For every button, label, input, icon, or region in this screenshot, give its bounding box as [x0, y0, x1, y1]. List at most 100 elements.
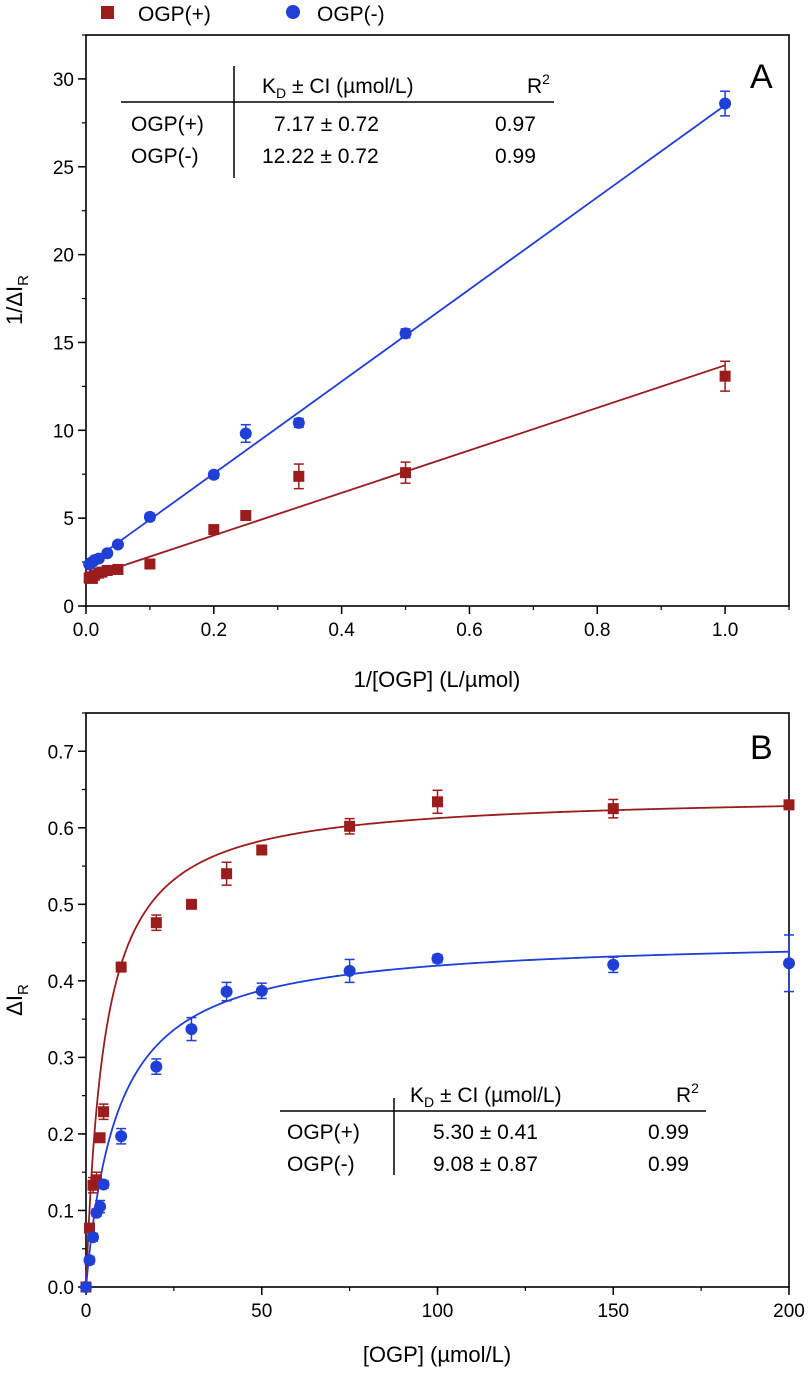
panel-b-ogp-minus-point	[431, 952, 444, 965]
panel-b-kd-rest: ± CI (µmol/L)	[434, 1084, 561, 1107]
panel-b-ogp-plus-point	[256, 844, 268, 856]
panel-a-ogp-minus-point	[207, 468, 220, 481]
panel-b-ylabel: ΔIR	[2, 984, 32, 1016]
panel-b-ytick-label: 0.2	[48, 1125, 74, 1146]
panel-a-ogp-minus-point	[239, 427, 252, 440]
panel-a-table-row-r2: 0.97	[495, 113, 536, 136]
panel-b-table-row-kd: 9.08 ± 0.87	[433, 1153, 538, 1176]
panel-a-ytick-label: 15	[53, 333, 74, 354]
panel-a-ylabel: 1/ΔIR	[2, 275, 32, 325]
panel-a-ogp-plus-point	[719, 370, 731, 382]
panel-b-kd-sub: D	[424, 1094, 434, 1110]
panel-b-ogp-minus-point	[607, 958, 620, 971]
panel-b-ogp-minus-fit-line	[85, 950, 790, 1288]
panel-b-kd-k: K	[410, 1084, 424, 1107]
panel-a-ogp-minus-point	[399, 327, 412, 340]
legend-label-ogp-minus: OGP(-)	[317, 3, 385, 26]
panel-b: 0 50 100 150 200 0.0 0.1 0.2 0.3 0.4 0.5 0.6 0.7 B […	[2, 712, 805, 1367]
panel-b-r2-r: R	[676, 1084, 691, 1107]
panel-a: 0.0 0.2 0.4 0.6 0.8 1.0 0 5 10 15 20 25 30 A 1/[OGP]…	[2, 34, 790, 692]
panel-b-ogp-minus-point	[87, 1231, 100, 1244]
panel-a-ylabel-sub: R	[15, 275, 32, 286]
panel-b-ogp-plus-point	[91, 1174, 103, 1186]
panel-b-ogp-minus-point	[97, 1178, 110, 1191]
panel-b-letter: B	[750, 729, 773, 767]
panel-b-ytick-label: 0.5	[48, 895, 74, 916]
panel-a-xtick-label: 1.0	[712, 620, 738, 641]
panel-a-ogp-minus-point	[719, 97, 732, 110]
panel-b-ogp-plus-point	[344, 820, 356, 832]
panel-b-ylabel-sub: R	[15, 984, 32, 995]
panel-b-table-row-r2: 0.99	[648, 1121, 689, 1144]
panel-a-points	[83, 90, 732, 584]
panel-a-table-row-kd: 7.17 ± 0.72	[274, 113, 379, 136]
panel-b-ogp-minus-point	[115, 1130, 128, 1143]
panel-b-ogp-plus-fit-line	[85, 805, 790, 1288]
panel-b-ogp-plus-point	[783, 799, 795, 811]
panel-b-ogp-plus-point	[607, 803, 619, 815]
panel-a-xtick-label: 0.8	[584, 620, 610, 641]
panel-b-xlabel: [OGP] (µmol/L)	[363, 1342, 511, 1367]
panel-a-ogp-plus-point	[240, 510, 252, 522]
panel-a-ogp-plus-point	[208, 524, 220, 536]
panel-a-ogp-plus-point	[293, 470, 305, 482]
panel-b-xtick-label: 0	[81, 1301, 92, 1322]
panel-b-ytick-label: 0.7	[48, 742, 74, 763]
panel-b-ogp-plus-point	[98, 1106, 110, 1118]
panel-a-ogp-minus-point	[111, 538, 124, 551]
panel-b-ogp-plus-point	[115, 961, 127, 973]
panel-b-ytick-label: 0.0	[48, 1278, 74, 1299]
panel-a-ticks: 0.0 0.2 0.4 0.6 0.8 1.0 0 5 10 15 20 25 30	[53, 34, 790, 641]
panel-a-table: KD ± CI (µmol/L) R2 OGP(+) 7.17 ± 0.72 0…	[121, 66, 554, 178]
panel-b-ytick-label: 0.6	[48, 819, 74, 840]
panel-b-xtick-label: 50	[251, 1301, 272, 1322]
panel-b-ogp-minus-point	[783, 957, 795, 970]
panel-a-table-row-kd: 12.22 ± 0.72	[262, 145, 379, 168]
panel-a-r2-r: R	[527, 75, 542, 98]
panel-b-xtick-label: 100	[422, 1301, 454, 1322]
panel-a-frame	[85, 34, 790, 607]
legend: OGP(+) OGP(-)	[101, 3, 385, 26]
panel-b-table: KD ± CI (µmol/L) R2 OGP(+) 5.30 ± 0.41 0…	[280, 1080, 706, 1176]
panel-b-ogp-minus-point	[220, 985, 233, 998]
panel-a-ytick-label: 20	[53, 246, 74, 267]
panel-a-letter: A	[750, 58, 773, 96]
panel-b-ylabel-main: ΔI	[2, 995, 27, 1016]
panel-b-ogp-minus-point	[80, 1281, 92, 1293]
panel-a-ytick-label: 10	[53, 421, 74, 442]
panel-b-ytick-label: 0.4	[48, 972, 75, 993]
panel-a-xtick-label: 0.4	[328, 620, 355, 641]
panel-a-ytick-label: 0	[63, 597, 74, 618]
panel-b-table-row-label: OGP(-)	[287, 1153, 355, 1176]
panel-a-xtick-label: 0.6	[456, 620, 482, 641]
panel-a-xtick-label: 0.2	[201, 620, 227, 641]
panel-b-ogp-minus-point	[185, 1023, 198, 1036]
panel-b-xtick-label: 150	[597, 1301, 629, 1322]
panel-b-ogp-plus-point	[94, 1132, 106, 1144]
panel-a-ogp-minus-point	[143, 510, 156, 523]
panel-b-ogp-minus-point	[150, 1060, 163, 1073]
panel-a-ytick-label: 25	[53, 158, 74, 179]
panel-a-kd-sub: D	[276, 85, 286, 101]
panel-a-table-row-label: OGP(-)	[131, 145, 199, 168]
panel-a-ogp-plus-point	[144, 558, 156, 570]
panel-a-fit-lines	[85, 104, 726, 579]
panel-b-xtick-label: 200	[773, 1301, 805, 1322]
legend-marker-ogp-minus	[286, 5, 300, 19]
panel-b-points	[80, 789, 795, 1293]
panel-b-table-row-label: OGP(+)	[287, 1121, 360, 1144]
panel-b-ogp-plus-point	[84, 1222, 96, 1234]
legend-marker-ogp-plus	[101, 6, 114, 19]
panel-b-ogp-plus-point	[150, 917, 162, 929]
panel-a-ytick-label: 5	[63, 509, 74, 530]
panel-b-ytick-label: 0.1	[48, 1201, 74, 1222]
panel-b-ogp-plus-point	[432, 796, 443, 808]
panel-a-ytick-label: 30	[53, 70, 74, 91]
panel-b-ogp-minus-point	[255, 984, 268, 997]
panel-b-ytick-label: 0.3	[48, 1048, 74, 1069]
panel-b-ogp-plus-point	[221, 868, 233, 880]
panel-a-ogp-plus-point	[400, 467, 412, 479]
panel-a-r2-sup: 2	[542, 71, 550, 87]
panel-b-ogp-minus-point	[343, 964, 356, 977]
